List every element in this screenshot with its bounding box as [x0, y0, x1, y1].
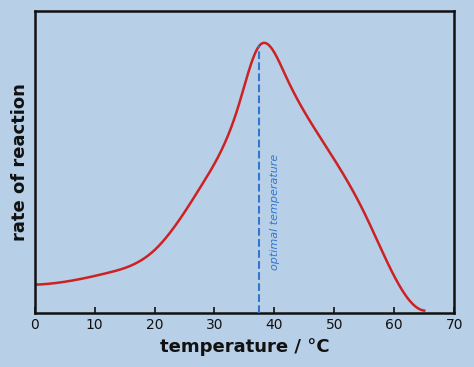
- Text: optimal temperature: optimal temperature: [270, 153, 280, 270]
- X-axis label: temperature / °C: temperature / °C: [160, 338, 329, 356]
- Y-axis label: rate of reaction: rate of reaction: [11, 83, 29, 241]
